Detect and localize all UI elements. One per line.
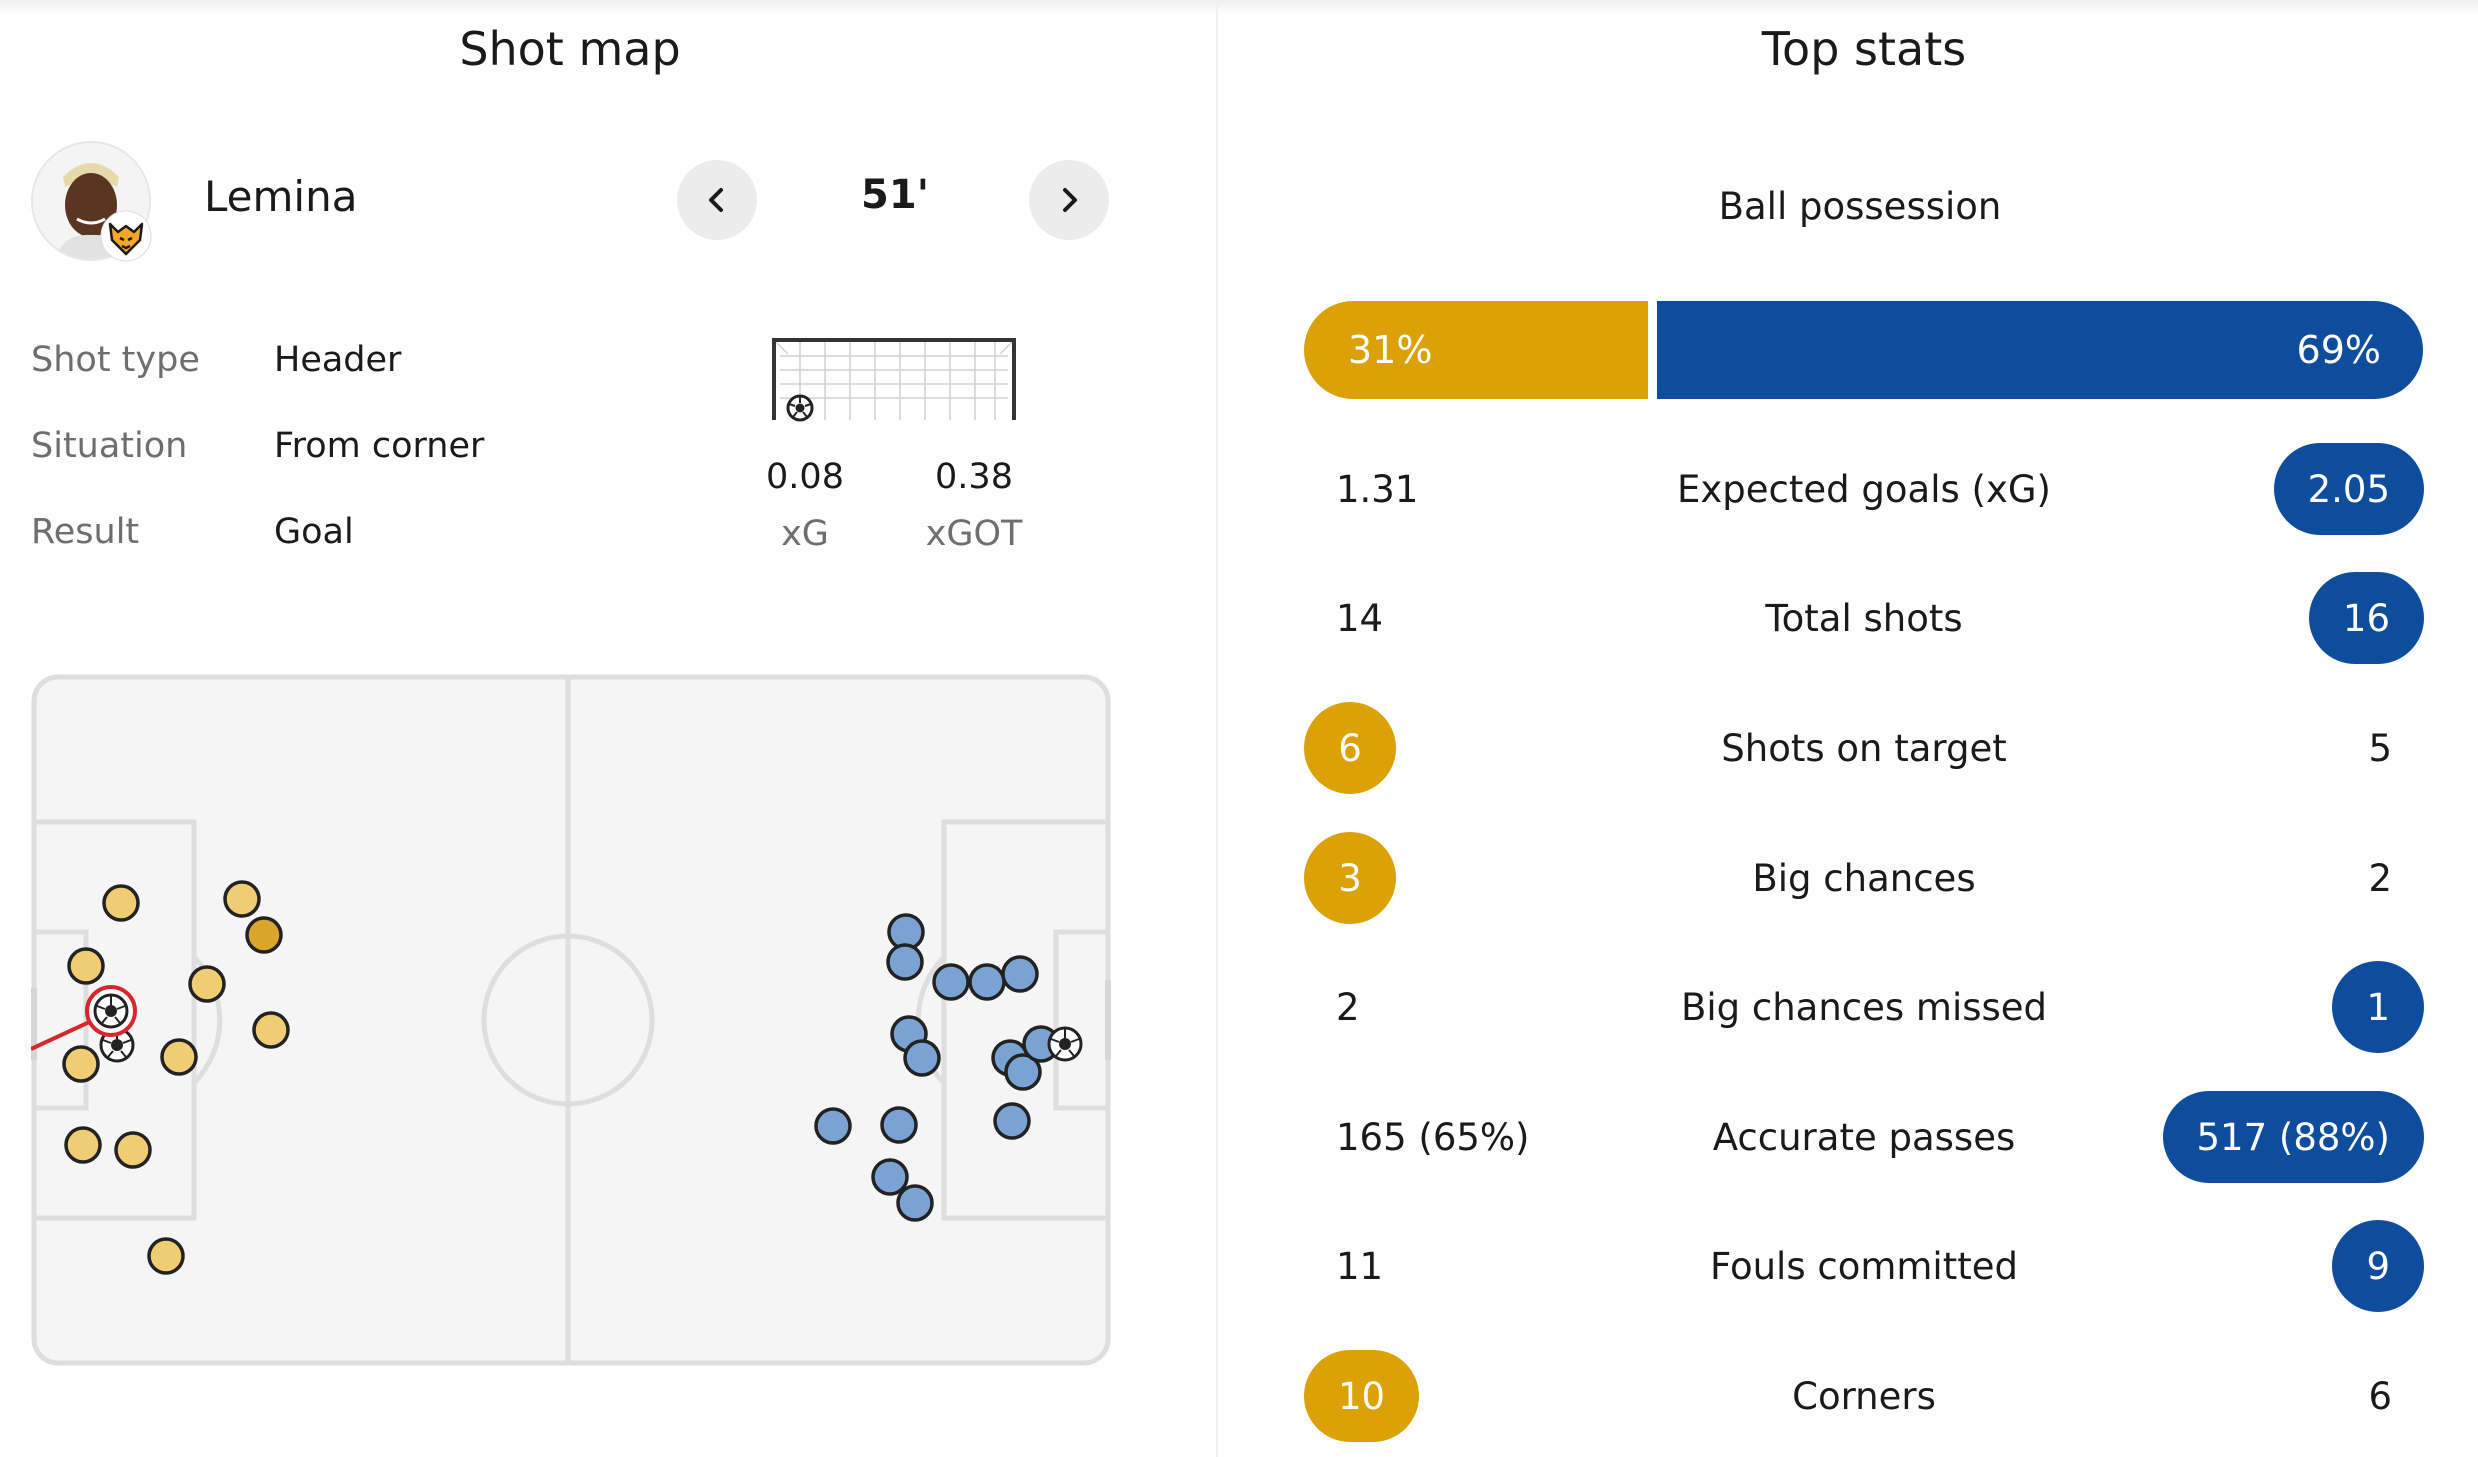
possession-home-value: 31% xyxy=(1348,328,1433,372)
stat-away-value: 517 (88%) xyxy=(2162,1091,2424,1183)
selected-shot-marker[interactable] xyxy=(85,985,137,1037)
stat-row-expected-goals: 1.31 Expected goals (xG) 2.05 xyxy=(1304,443,2424,535)
player-name[interactable]: Lemina xyxy=(204,172,358,221)
stat-label: Corners xyxy=(1792,1374,1936,1418)
xg-value: 0.08 xyxy=(766,457,844,497)
possession-bar-home: 31% xyxy=(1304,301,1648,399)
shot-marker[interactable] xyxy=(245,916,283,954)
stat-home-value: 3 xyxy=(1304,832,1396,924)
stat-label: Total shots xyxy=(1765,596,1963,640)
stat-home-value: 6 xyxy=(1304,702,1396,794)
result-label: Result xyxy=(31,512,140,552)
stat-home-value: 165 (65%) xyxy=(1336,1115,1530,1159)
shot-marker[interactable] xyxy=(1001,955,1039,993)
next-shot-button[interactable] xyxy=(1029,160,1109,240)
shot-type-value: Header xyxy=(274,340,402,380)
stat-label: Big chances missed xyxy=(1680,985,2048,1029)
shot-minute: 51' xyxy=(861,172,929,218)
player-avatar[interactable] xyxy=(31,141,151,261)
xgot-value: 0.38 xyxy=(935,457,1013,497)
chevron-left-icon xyxy=(709,188,723,212)
shot-marker[interactable] xyxy=(932,963,970,1001)
pitch-shot-map xyxy=(31,674,1111,1366)
shot-marker[interactable] xyxy=(886,943,924,981)
stat-label: Accurate passes xyxy=(1712,1115,2016,1159)
shot-marker[interactable] xyxy=(62,1045,100,1083)
stat-away-value: 6 xyxy=(2368,1374,2392,1418)
shot-map-title: Shot map xyxy=(459,22,681,76)
shot-marker[interactable] xyxy=(871,1158,909,1196)
stat-home-value: 2 xyxy=(1336,985,1360,1029)
shot-marker[interactable] xyxy=(188,965,226,1003)
shot-marker[interactable] xyxy=(102,884,140,922)
stat-home-value: 10 xyxy=(1304,1350,1420,1442)
panel-divider xyxy=(1216,0,1218,1457)
situation-value: From corner xyxy=(274,426,485,466)
stat-home-value: 11 xyxy=(1336,1244,1384,1288)
shot-marker[interactable] xyxy=(147,1237,185,1275)
stat-home-value: 1.31 xyxy=(1336,467,1419,511)
chevron-right-icon xyxy=(1063,188,1077,212)
stat-row-total-shots: 14 Total shots 16 xyxy=(1304,572,2424,664)
shot-type-label: Shot type xyxy=(31,340,200,380)
stat-label: Fouls committed xyxy=(1710,1244,2018,1288)
player-photo xyxy=(33,143,149,259)
stat-label: Expected goals (xG) xyxy=(1677,467,2051,511)
stat-row-big-chances-missed: 2 Big chances missed 1 xyxy=(1304,961,2424,1053)
stat-away-value: 16 xyxy=(2308,572,2424,664)
stat-row-corners: 10 Corners 6 xyxy=(1304,1350,2424,1442)
top-shade xyxy=(0,0,2478,14)
stat-away-value: 2.05 xyxy=(2273,443,2424,535)
shot-marker[interactable] xyxy=(223,880,261,918)
stat-label: Shots on target xyxy=(1721,726,2007,770)
wolves-badge-icon xyxy=(100,210,152,262)
stat-away-value: 5 xyxy=(2368,726,2392,770)
shot-marker[interactable] xyxy=(903,1039,941,1077)
ball-possession-label: Ball possession xyxy=(1718,185,2002,228)
possession-bar-away: 69% xyxy=(1657,301,2423,399)
shot-marker[interactable] xyxy=(880,1106,918,1144)
shot-marker[interactable] xyxy=(993,1102,1031,1140)
shot-marker[interactable] xyxy=(896,1184,934,1222)
stat-home-value: 14 xyxy=(1336,596,1384,640)
xg-label: xG xyxy=(781,514,829,554)
stat-row-fouls-committed: 11 Fouls committed 9 xyxy=(1304,1220,2424,1312)
shot-marker[interactable] xyxy=(160,1038,198,1076)
shot-marker[interactable] xyxy=(1004,1053,1042,1091)
shot-marker[interactable] xyxy=(114,1131,152,1169)
possession-away-value: 69% xyxy=(2296,328,2381,372)
shot-marker[interactable] xyxy=(252,1011,290,1049)
situation-label: Situation xyxy=(31,426,188,466)
previous-shot-button[interactable] xyxy=(677,160,757,240)
shot-marker[interactable] xyxy=(968,963,1006,1001)
stat-row-big-chances: 3 Big chances 2 xyxy=(1304,832,2424,924)
stat-row-shots-on-target: 6 Shots on target 5 xyxy=(1304,702,2424,794)
shot-marker[interactable] xyxy=(67,947,105,985)
top-stats-title: Top stats xyxy=(1761,22,1967,76)
stat-label: Big chances xyxy=(1752,856,1976,900)
stat-away-value: 9 xyxy=(2332,1220,2424,1312)
shot-marker[interactable] xyxy=(814,1107,852,1145)
stat-away-value: 2 xyxy=(2368,856,2392,900)
shot-marker[interactable] xyxy=(64,1126,102,1164)
goal-shot-marker[interactable] xyxy=(1047,1026,1083,1062)
stat-away-value: 1 xyxy=(2332,961,2424,1053)
xgot-label: xGOT xyxy=(925,514,1023,554)
goal-frame-graphic xyxy=(772,338,1016,422)
football-icon xyxy=(786,394,814,422)
goal-shot-marker[interactable] xyxy=(99,1027,135,1063)
result-value: Goal xyxy=(274,512,354,552)
stat-row-accurate-passes: 165 (65%) Accurate passes 517 (88%) xyxy=(1304,1091,2424,1183)
